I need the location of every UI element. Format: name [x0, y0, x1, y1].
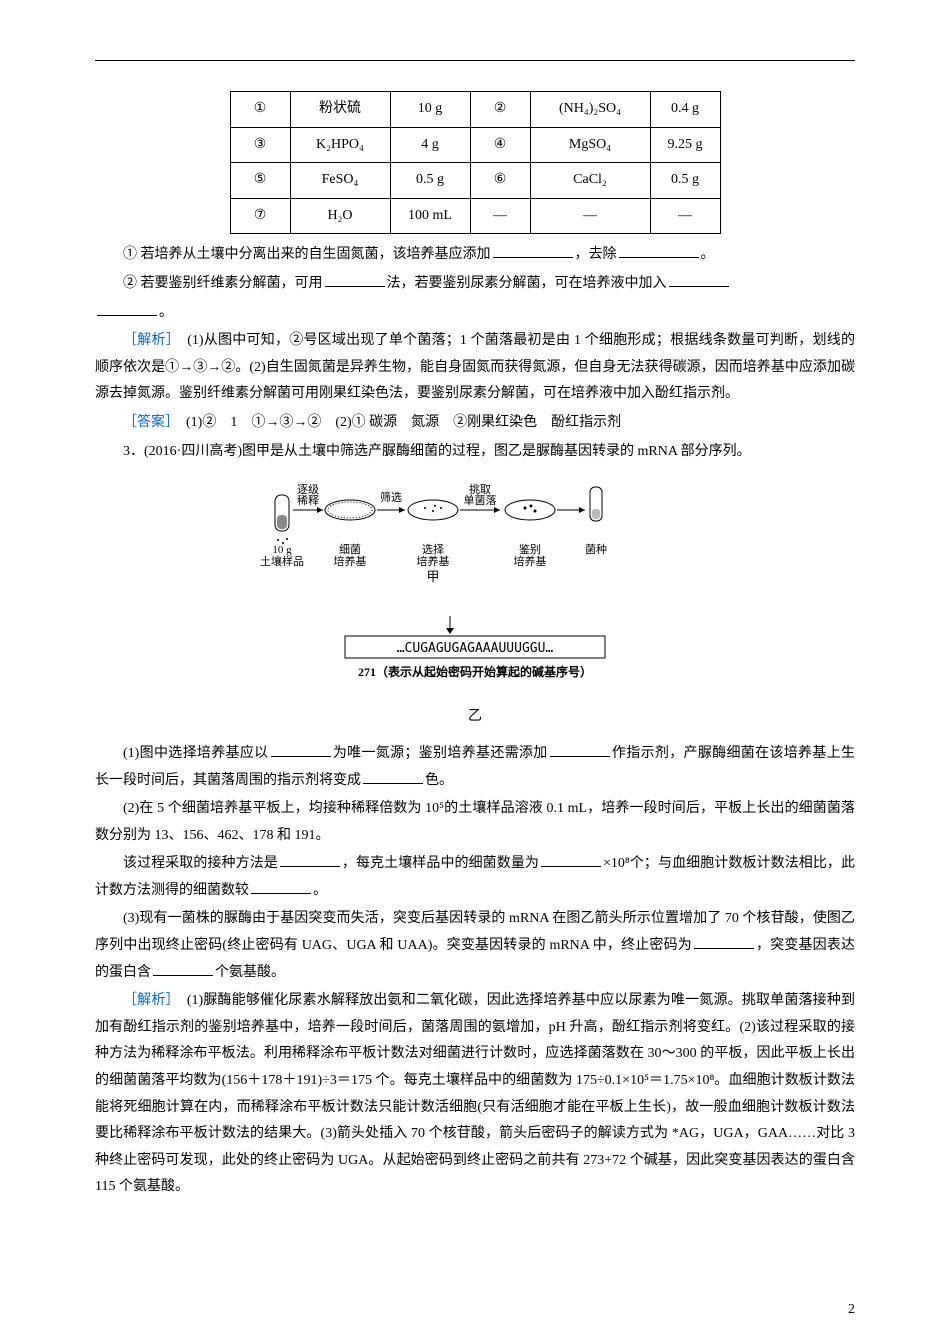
- question-3-3: (3)现有一菌株的脲酶由于基因突变而失活，突变后基因转录的 mRNA 在图乙箭头…: [95, 906, 855, 986]
- cell: 10 g: [390, 92, 470, 128]
- top-divider: [95, 60, 855, 61]
- analysis-body: (1)脲酶能够催化尿素水解释放出氨和二氧化碳，因此选择培养基中应以尿素为唯一氮源…: [95, 993, 855, 1194]
- question-3-1: (1)图中选择培养基应以为唯一氮源；鉴别培养基还需添加作指示剂，产脲酶细菌在该培…: [95, 741, 855, 794]
- question-3-2a: (2)在 5 个细菌培养基平板上，均接种稀释倍数为 10⁵的土壤样品溶液 0.1…: [95, 796, 855, 849]
- cell: ④: [470, 127, 530, 163]
- label-ident-medium: 鉴别培养基: [514, 543, 547, 568]
- answer-body: (1)② 1 ①→③→② (2)① 碳源 氮源 ②刚果红染色 酚红指示剂: [172, 415, 621, 430]
- blank: [550, 743, 610, 757]
- figure-jia: 逐级稀释 筛选 挑取单菌落 10 g土壤样品 细菌培养基 选择培养基 鉴别培养基…: [95, 475, 855, 606]
- blank: [619, 244, 699, 258]
- cell: K₂HPO₄: [290, 127, 390, 163]
- table-row: ① 粉状硫 10 g ② (NH₄)₂SO₄ 0.4 g: [230, 92, 720, 128]
- blank: [280, 853, 340, 867]
- figure-yi: …CUGAGUGAGAAAUUUGGU… 271（表示从起始密码开始算起的碱基序…: [95, 616, 855, 731]
- label-select-medium: 选择培养基: [417, 542, 450, 568]
- cell: ⑥: [470, 163, 530, 199]
- text: ② 若要鉴别纤维素分解菌，可用: [123, 276, 323, 291]
- question-1-2: ② 若要鉴别纤维素分解菌，可用 法，若要鉴别尿素分解菌，可在培养液中加入: [95, 271, 855, 298]
- cell: MgSO₄: [530, 127, 650, 163]
- cell: 4 g: [390, 127, 470, 163]
- blank: [97, 302, 157, 316]
- chemical-table: ① 粉状硫 10 g ② (NH₄)₂SO₄ 0.4 g ③ K₂HPO₄ 4 …: [230, 91, 721, 234]
- page-number: 2: [848, 1297, 855, 1324]
- blank: [541, 853, 601, 867]
- label-jia: 甲: [426, 569, 439, 584]
- label-yi: 乙: [95, 704, 855, 731]
- question-3-2b: 该过程采取的接种方法是，每克土壤样品中的细菌数量为×10⁸个；与血细胞计数板计数…: [95, 851, 855, 904]
- diagram-yi-svg: …CUGAGUGAGAAAUUUGGU… 271（表示从起始密码开始算起的碱基序…: [295, 616, 655, 696]
- blank: [153, 962, 213, 976]
- cell: 0.5 g: [390, 163, 470, 199]
- analysis-1: ［解析］ (1)从图中可知，②号区域出现了单个菌落；1 个菌落最初是由 1 个细…: [95, 328, 855, 408]
- cell: ⑤: [230, 163, 290, 199]
- cell: 9.25 g: [650, 127, 720, 163]
- text: 法，若要鉴别尿素分解菌，可在培养液中加入: [387, 276, 667, 291]
- text: 个氨基酸。: [215, 965, 285, 980]
- cell: 0.5 g: [650, 163, 720, 199]
- text: 。: [701, 247, 715, 262]
- cell: 100 mL: [390, 198, 470, 234]
- note-text: 271（表示从起始密码开始算起的碱基序号）: [358, 664, 592, 679]
- diagram-jia-svg: 逐级稀释 筛选 挑取单菌落 10 g土壤样品 细菌培养基 选择培养基 鉴别培养基…: [255, 475, 695, 595]
- text: ，每克土壤样品中的细菌数量为: [342, 856, 539, 871]
- blank: [251, 880, 311, 894]
- blank: [325, 273, 385, 287]
- answer-1: ［答案］ (1)② 1 ①→③→② (2)① 碳源 氮源 ②刚果红染色 酚红指示…: [95, 410, 855, 437]
- analysis-2: ［解析］ (1)脲酶能够催化尿素水解释放出氨和二氧化碳，因此选择培养基中应以尿素…: [95, 988, 855, 1201]
- cell: FeSO₄: [290, 163, 390, 199]
- blank: [669, 273, 729, 287]
- cell: —: [650, 198, 720, 234]
- label-soil: 10 g土壤样品: [260, 544, 304, 568]
- cell: ②: [470, 92, 530, 128]
- answer-label: ［答案］: [123, 415, 172, 430]
- analysis-label: ［解析］: [123, 333, 173, 348]
- sequence-text: …CUGAGUGAGAAAUUUGGU…: [397, 641, 554, 656]
- cell: ⑦: [230, 198, 290, 234]
- label-screen: 筛选: [380, 490, 402, 504]
- table-row: ⑤ FeSO₄ 0.5 g ⑥ CaCl₂ 0.5 g: [230, 163, 720, 199]
- table-row: ③ K₂HPO₄ 4 g ④ MgSO₄ 9.25 g: [230, 127, 720, 163]
- cell: 0.4 g: [650, 92, 720, 128]
- blank: [493, 244, 573, 258]
- text: 为唯一氮源；鉴别培养基还需添加: [333, 746, 548, 761]
- question-1-2-end: 。: [95, 300, 855, 327]
- blank: [271, 743, 331, 757]
- question-1-1: ① 若培养从土壤中分离出来的自生固氮菌，该培养基应添加 ，去除 。: [95, 242, 855, 269]
- cell: ③: [230, 127, 290, 163]
- blank: [363, 770, 423, 784]
- label-strain: 菌种: [585, 542, 607, 556]
- cell: 粉状硫: [290, 92, 390, 128]
- label-pick: 挑取单菌落: [464, 482, 497, 507]
- cell: —: [470, 198, 530, 234]
- text: (1)图中选择培养基应以: [123, 746, 269, 761]
- text: ① 若培养从土壤中分离出来的自生固氮菌，该培养基应添加: [123, 247, 491, 262]
- table-row: ⑦ H₂O 100 mL — — —: [230, 198, 720, 234]
- text: 色。: [425, 773, 453, 788]
- cell: —: [530, 198, 650, 234]
- cell: (NH₄)₂SO₄: [530, 92, 650, 128]
- cell: CaCl₂: [530, 163, 650, 199]
- text: 。: [313, 883, 327, 898]
- blank: [694, 935, 754, 949]
- analysis-body: (1)从图中可知，②号区域出现了单个菌落；1 个菌落最初是由 1 个细胞形成；根…: [95, 333, 855, 401]
- analysis-label: ［解析］: [123, 993, 173, 1008]
- label-dilute: 逐级稀释: [297, 483, 319, 507]
- text: 。: [159, 305, 173, 320]
- cell: ①: [230, 92, 290, 128]
- text: ，去除: [575, 247, 617, 262]
- cell: H₂O: [290, 198, 390, 234]
- text: 该过程采取的接种方法是: [123, 856, 278, 871]
- label-bact-medium: 细菌培养基: [334, 543, 367, 568]
- question-3-intro: 3．(2016·四川高考)图甲是从土壤中筛选产脲酶细菌的过程，图乙是脲酶基因转录…: [95, 439, 855, 466]
